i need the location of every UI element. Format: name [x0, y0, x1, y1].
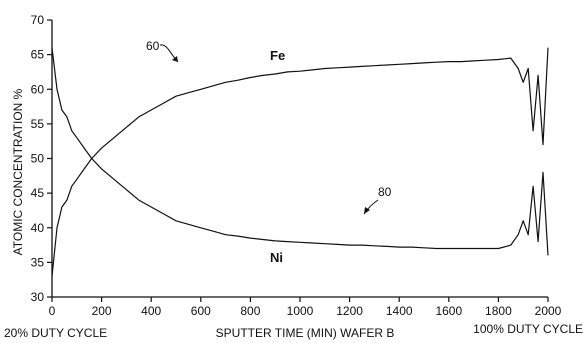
- y-tick-label: 40: [31, 221, 45, 235]
- y-tick-label: 55: [31, 117, 45, 131]
- y-tick-label: 35: [31, 255, 45, 269]
- series-label-fe: Fe: [270, 48, 285, 63]
- reference-number-60: 60: [146, 39, 160, 53]
- x-tick-label: 1000: [287, 304, 314, 318]
- y-tick-label: 60: [31, 82, 45, 96]
- right-caption: 100% DUTY CYCLE: [473, 322, 583, 336]
- leader-arrow-60: [172, 56, 178, 62]
- y-tick-label: 30: [31, 290, 45, 304]
- series-label-ni: Ni: [270, 250, 283, 265]
- tick-labels: 30 35 40 45 50 55 60 65 70 0 200 400 600 800 1000 1200 1…: [31, 13, 562, 318]
- series-line-fe: [51, 47, 549, 277]
- plot-lines: [51, 47, 549, 277]
- x-tick-label: 1800: [485, 304, 512, 318]
- y-tick-label: 45: [31, 186, 45, 200]
- x-tick-label: 0: [49, 304, 56, 318]
- leader-arrow-80: [364, 207, 370, 214]
- annotation-60: 60: [146, 39, 179, 63]
- x-tick-label: 2000: [535, 304, 562, 318]
- x-tick-label: 600: [191, 304, 211, 318]
- x-axis-label: SPUTTER TIME (MIN) WAFER B: [216, 326, 395, 340]
- x-tick-label: 800: [240, 304, 260, 318]
- annotation-80: 80: [363, 185, 392, 215]
- x-tick-label: 200: [92, 304, 112, 318]
- axes: [51, 20, 548, 298]
- y-tick-label: 70: [31, 13, 45, 27]
- left-caption: 20% DUTY CYCLE: [4, 326, 107, 340]
- x-tick-label: 1200: [336, 304, 363, 318]
- y-tick-label: 65: [31, 48, 45, 62]
- series-line-ni: [51, 47, 549, 256]
- y-axis-label: ATOMIC CONCENTRATION %: [11, 88, 25, 255]
- x-tick-label: 400: [141, 304, 161, 318]
- y-tick-label: 50: [31, 152, 45, 166]
- x-tick-label: 1600: [435, 304, 462, 318]
- reference-number-80: 80: [378, 185, 392, 199]
- x-tick-label: 1400: [386, 304, 413, 318]
- ticks: [47, 19, 549, 302]
